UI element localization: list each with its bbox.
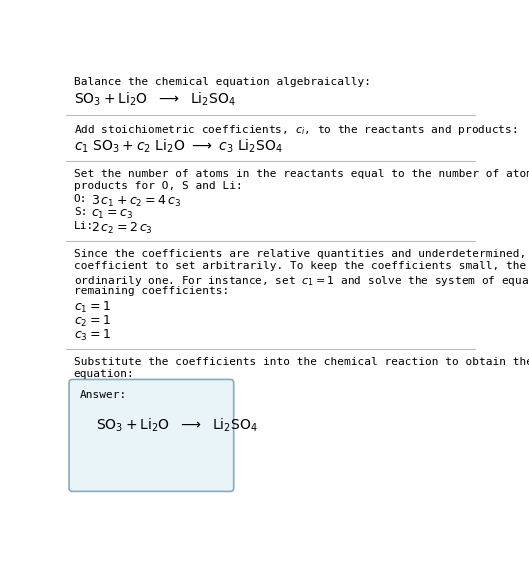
Text: Answer:: Answer: (80, 390, 127, 400)
Text: products for O, S and Li:: products for O, S and Li: (74, 181, 243, 191)
Text: $c_3 = 1$: $c_3 = 1$ (74, 328, 111, 343)
Text: Substitute the coefficients into the chemical reaction to obtain the balanced: Substitute the coefficients into the che… (74, 357, 529, 367)
Text: Balance the chemical equation algebraically:: Balance the chemical equation algebraica… (74, 76, 371, 87)
Text: $\mathrm{SO_3 + Li_2O \ \ \longrightarrow \ \ Li_2SO_4}$: $\mathrm{SO_3 + Li_2O \ \ \longrightarro… (96, 417, 257, 434)
Text: Li:: Li: (74, 221, 94, 231)
Text: equation:: equation: (74, 369, 134, 379)
Text: O:: O: (74, 194, 87, 204)
FancyBboxPatch shape (69, 379, 234, 491)
Text: Since the coefficients are relative quantities and underdetermined, choose a: Since the coefficients are relative quan… (74, 249, 529, 259)
Text: $c_1 = c_3$: $c_1 = c_3$ (91, 207, 133, 221)
Text: $3\,c_1 + c_2 = 4\,c_3$: $3\,c_1 + c_2 = 4\,c_3$ (91, 194, 181, 209)
Text: S:: S: (74, 207, 87, 218)
Text: coefficient to set arbitrarily. To keep the coefficients small, the arbitrary va: coefficient to set arbitrarily. To keep … (74, 261, 529, 271)
Text: $\mathrm{SO_3 + Li_2O \ \ \longrightarrow \ \ Li_2SO_4}$: $\mathrm{SO_3 + Li_2O \ \ \longrightarro… (74, 90, 235, 108)
Text: $c_2 = 1$: $c_2 = 1$ (74, 314, 111, 329)
Text: $2\,c_2 = 2\,c_3$: $2\,c_2 = 2\,c_3$ (91, 221, 153, 237)
Text: Set the number of atoms in the reactants equal to the number of atoms in the: Set the number of atoms in the reactants… (74, 169, 529, 179)
Text: Add stoichiometric coefficients, $c_i$, to the reactants and products:: Add stoichiometric coefficients, $c_i$, … (74, 123, 517, 137)
Text: remaining coefficients:: remaining coefficients: (74, 286, 229, 296)
Text: $c_1 = 1$: $c_1 = 1$ (74, 300, 111, 315)
Text: $c_1\ \mathrm{SO_3} + c_2\ \mathrm{Li_2O} \ \longrightarrow\ c_3\ \mathrm{Li_2SO: $c_1\ \mathrm{SO_3} + c_2\ \mathrm{Li_2O… (74, 137, 283, 155)
Text: ordinarily one. For instance, set $c_1 = 1$ and solve the system of equations fo: ordinarily one. For instance, set $c_1 =… (74, 274, 529, 288)
